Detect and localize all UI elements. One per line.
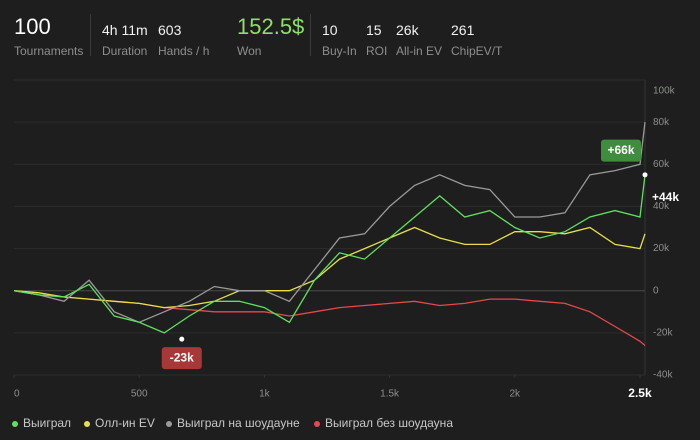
annotation-label: +44k xyxy=(652,190,679,204)
y-tick-label: 80k xyxy=(653,117,670,128)
stat-value: 152.5$ xyxy=(237,14,305,39)
legend-label: Выиграл xyxy=(23,416,72,430)
divider xyxy=(90,14,91,56)
stat-label: All-in EV xyxy=(396,44,443,58)
legend-swatch xyxy=(166,420,172,427)
stat-value: 15 xyxy=(366,22,382,38)
x-tick-label: 500 xyxy=(131,389,148,400)
legend-swatch xyxy=(314,420,320,427)
x-tick-label: 1k xyxy=(259,389,271,400)
stat-value: 26k xyxy=(396,22,419,38)
annotation: +66k xyxy=(601,139,641,162)
stat-value: 603 xyxy=(158,22,182,38)
stat-value: 10 xyxy=(322,22,338,38)
legend-swatch xyxy=(12,420,18,427)
legend-label: Олл-ин EV xyxy=(95,416,155,430)
annotation-dot xyxy=(179,336,185,342)
stat-label: ChipEV/T xyxy=(451,44,503,58)
x-tick-label: 0 xyxy=(14,389,20,400)
x-tick-label: 1.5k xyxy=(380,389,400,400)
end-dot xyxy=(642,172,648,178)
stat-value: 100 xyxy=(14,14,51,39)
legend-entry[interactable]: Выиграл на шоудауне xyxy=(166,416,300,430)
series-line xyxy=(13,174,646,334)
legend-entry[interactable]: Выиграл без шоудауна xyxy=(314,416,453,430)
stat-value: 4h 11m xyxy=(102,22,148,38)
stat-label: Tournaments xyxy=(14,44,84,58)
annotation-label: -23k xyxy=(170,350,194,364)
legend-entry[interactable]: Олл-ин EV xyxy=(84,416,155,430)
stat-value: 261 xyxy=(451,22,475,38)
annotation-box xyxy=(601,139,641,162)
x-tick-label: 2k xyxy=(510,389,522,400)
y-tick-label: 20k xyxy=(653,243,670,254)
series-line xyxy=(13,226,646,309)
legend-label: Выиграл на шоудауне xyxy=(177,416,300,430)
legend-swatch xyxy=(84,420,90,427)
stat-label: Won xyxy=(237,44,262,58)
annotation: -23k xyxy=(161,347,202,370)
stat-label: ROI xyxy=(366,44,388,58)
legend-entry[interactable]: Выиграл xyxy=(12,416,71,430)
y-tick-label: 40k xyxy=(653,201,670,212)
stat-label: Hands / h xyxy=(158,44,210,58)
y-tick-label: 0 xyxy=(653,285,659,296)
annotation-box xyxy=(161,347,202,370)
legend-label: Выиграл без шоудауна xyxy=(325,416,453,430)
y-tick-label: -40k xyxy=(653,370,673,381)
series-line xyxy=(13,290,646,346)
stat-label: Buy-In xyxy=(322,44,357,58)
x-tick-label: 2.5k xyxy=(628,386,652,400)
y-tick-label: 60k xyxy=(653,159,670,170)
y-tick-label: 100k xyxy=(653,86,676,97)
stat-label: Duration xyxy=(102,44,148,58)
y-tick-label: -20k xyxy=(653,327,673,338)
annotation-label: +66k xyxy=(607,143,634,157)
series-line xyxy=(13,122,646,324)
divider xyxy=(310,14,311,56)
